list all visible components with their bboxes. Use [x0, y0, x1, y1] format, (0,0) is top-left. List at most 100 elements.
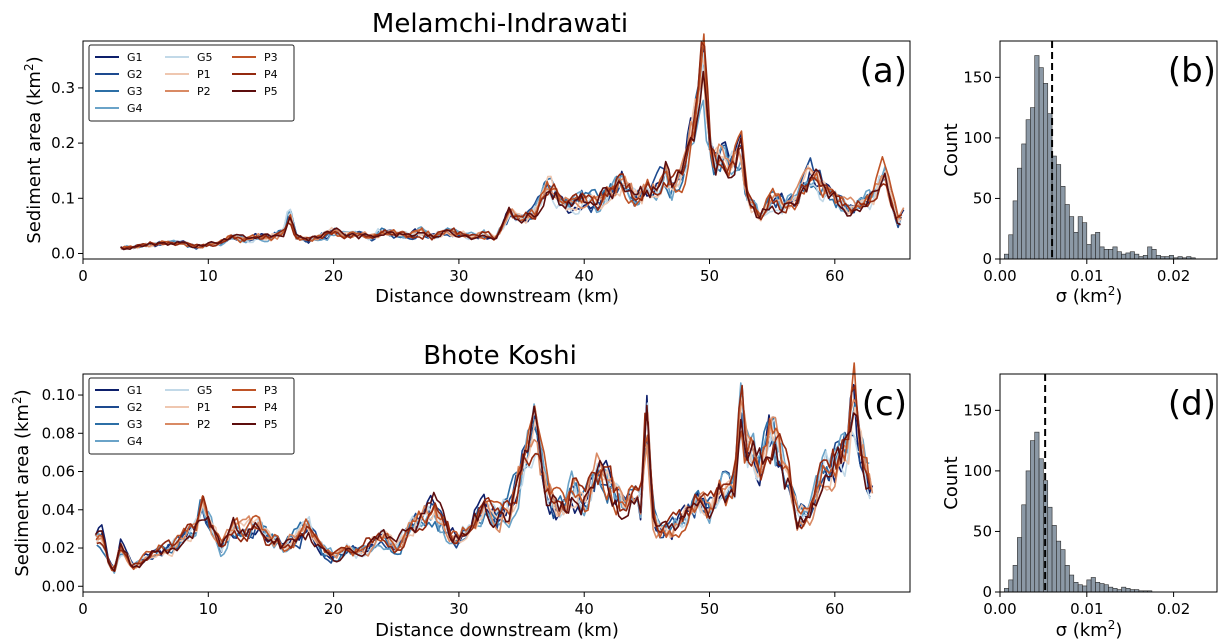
x-tick-label: 0.02 [1157, 267, 1190, 285]
histogram-bar [1095, 232, 1101, 260]
axes-frame-c [82, 373, 911, 593]
legend-label-g3: G3 [127, 418, 143, 431]
panel-label-c: (c) [862, 384, 907, 424]
histogram-bar [1069, 216, 1075, 260]
hist-x-label-b: σ (km2) [1056, 284, 1123, 307]
histogram-bar [1004, 253, 1009, 260]
histogram-bar [1064, 204, 1070, 260]
legend-label-p3: P3 [264, 51, 278, 64]
y-tick-label: 0.08 [42, 424, 75, 442]
histogram-bar [1025, 470, 1031, 593]
y-tick-label: 100 [963, 129, 992, 147]
y-tick-label: 0 [982, 250, 992, 268]
x-tick-label: 50 [700, 600, 719, 618]
panel-b: 0.00 0.01 0.02 0 50 100 150 (b) Count σ (km2) [941, 40, 1218, 307]
legend-a: G1 G2 G3 G4 G5 P1 P2 P3 P4 P5 [88, 44, 295, 122]
x-axis-label-c: Distance downstream (km) [375, 620, 619, 641]
histogram-bar [1077, 216, 1083, 260]
histogram-bar [1034, 431, 1040, 593]
histogram-bar [1043, 83, 1049, 260]
series-line-p3-c [95, 362, 871, 572]
x-tick-label: 20 [324, 267, 343, 285]
x-tick-label: 0.00 [983, 267, 1016, 285]
y-tick-label: 0.00 [42, 577, 75, 595]
y-tick-label: 0.0 [51, 244, 75, 262]
y-axis-label-a: Sediment area (km2) [22, 56, 45, 243]
x-axis-label-a: Distance downstream (km) [375, 286, 619, 307]
histogram-bar [1151, 249, 1157, 260]
histogram-bar [1051, 525, 1057, 593]
histogram-bar [1134, 253, 1140, 260]
y-ticks-d: 0 50 100 150 [963, 401, 1000, 601]
legend-label-g2: G2 [127, 401, 143, 414]
legend-label-g5: G5 [197, 51, 213, 64]
panel-d: 0.00 0.01 0.02 0 50 100 150 (d) Count σ (km2) [941, 373, 1218, 641]
histogram-bar [1017, 167, 1022, 260]
y-axis-label-c: Sediment area (km2) [10, 389, 33, 576]
histogram-bar [1125, 252, 1131, 260]
histogram-bar [1095, 582, 1101, 593]
legend-label-g3: G3 [127, 85, 143, 98]
panel-c: 0 10 20 30 40 50 60 0.00 0.02 0.04 0.06 0.08 0.10 (… [10, 362, 911, 641]
series-line-p5-a [120, 70, 901, 251]
x-tick-label: 0.00 [983, 600, 1016, 618]
x-tick-label: 0.02 [1157, 600, 1190, 618]
legend-c: G1 G2 G3 G4 G5 P1 P2 P3 P4 P5 [88, 377, 295, 455]
legend-label-p5: P5 [264, 418, 278, 431]
y-tick-label: 50 [973, 189, 992, 207]
series-line-g4-c [95, 382, 870, 574]
y-tick-label: 0 [982, 583, 992, 601]
histogram-bar [1112, 246, 1118, 260]
x-ticks-b: 0.00 0.01 0.02 [983, 259, 1190, 285]
histogram-bar [1108, 586, 1114, 593]
histogram-bar [1129, 251, 1135, 260]
axes-frame-b [999, 40, 1218, 260]
title-bhote-koshi: Bhote Koshi [423, 341, 577, 371]
legend-label-p3: P3 [264, 384, 278, 397]
y-tick-label: 0.10 [42, 386, 75, 404]
histogram-bar [1103, 249, 1109, 260]
legend-label-p2: P2 [197, 418, 211, 431]
legend-label-p1: P1 [197, 401, 211, 414]
panel-a: 0 10 20 30 40 50 60 0.0 0.1 0.2 0.3 (a) Distance … [22, 33, 911, 307]
y-tick-label: 150 [963, 68, 992, 86]
y-tick-label: 0.02 [42, 539, 75, 557]
histogram-bar [1073, 232, 1079, 260]
hist-y-label-b: Count [941, 123, 962, 176]
series-line-p1-a [121, 56, 903, 250]
hist-y-label-d: Count [941, 456, 962, 509]
title-melamchi: Melamchi-Indrawati [372, 9, 628, 39]
histogram-bar [1082, 585, 1088, 593]
y-ticks-b: 0 50 100 150 [963, 68, 1000, 268]
y-tick-label: 0.2 [51, 134, 75, 152]
y-tick-label: 50 [973, 522, 992, 540]
hist-x-label-d: σ (km2) [1056, 618, 1123, 641]
histogram-bar [1147, 246, 1153, 260]
x-tick-label: 40 [575, 267, 594, 285]
y-tick-label: 0.1 [51, 189, 75, 207]
histogram-bar [1103, 584, 1109, 593]
x-tick-label: 0.01 [1070, 267, 1103, 285]
histogram-bar [1060, 549, 1066, 593]
histogram-bars-b [1004, 55, 1196, 260]
panel-label-a: (a) [860, 51, 907, 91]
histogram-bar [1030, 107, 1036, 260]
x-tick-label: 40 [575, 600, 594, 618]
line-plot-area-a [120, 33, 905, 251]
x-ticks-c: 0 10 20 30 40 50 60 [78, 592, 844, 618]
legend-label-g1: G1 [127, 51, 143, 64]
histogram-bar [1030, 440, 1036, 593]
legend-label-g1: G1 [127, 384, 143, 397]
histogram-bar [1086, 244, 1092, 260]
line-plot-area-c [94, 362, 874, 574]
y-tick-label: 0.3 [51, 79, 75, 97]
series-line-p2-a [120, 71, 905, 250]
x-tick-label: 0 [78, 600, 88, 618]
histogram-bars-d [1004, 431, 1153, 593]
axes-frame-a [82, 40, 911, 260]
histogram-bar [1121, 586, 1127, 593]
histogram-bar [1047, 506, 1053, 593]
legend-label-p1: P1 [197, 68, 211, 81]
histogram-bar [1008, 234, 1014, 260]
